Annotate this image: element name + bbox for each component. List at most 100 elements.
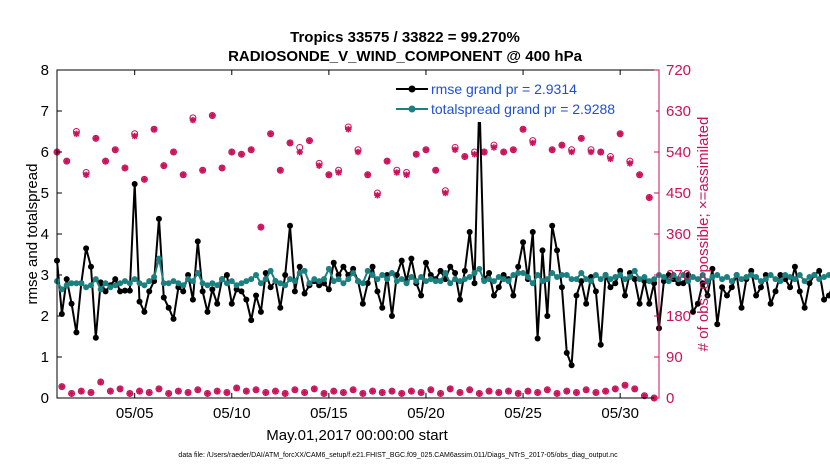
totalspread-point <box>355 278 361 285</box>
totalspread-point <box>73 280 80 287</box>
rmse-point <box>452 269 459 276</box>
rmse-point <box>262 269 269 276</box>
totalspread-point <box>641 274 648 281</box>
rmse-point <box>486 269 493 276</box>
totalspread-point <box>660 274 667 281</box>
legend-spread-marker <box>408 105 416 113</box>
obs-assimilated-marker <box>281 390 289 397</box>
rmse-point <box>335 272 342 278</box>
obs-assimilated-marker <box>146 389 153 396</box>
obs-assimilated-marker <box>621 382 629 389</box>
obs-assimilated-marker <box>286 139 294 147</box>
totalspread-point <box>607 276 614 283</box>
totalspread-point <box>155 255 162 262</box>
rmse-point <box>68 300 75 307</box>
obs-assimilated-marker <box>597 148 604 156</box>
obs-assimilated-marker <box>573 389 580 396</box>
totalspread-point <box>495 274 502 281</box>
obs-count-markers <box>53 109 658 402</box>
totalspread-point <box>612 274 619 281</box>
rmse-point <box>316 282 323 289</box>
rmse-point <box>180 288 187 295</box>
totalspread-point <box>97 286 104 293</box>
totalspread-point <box>345 276 352 283</box>
totalspread-point <box>801 278 808 285</box>
rmse-point <box>466 228 473 235</box>
obs-assimilated-marker <box>413 151 420 158</box>
obs-assimilated-marker <box>330 387 337 395</box>
x-tick-label: 05/05 <box>116 405 154 422</box>
rmse-point <box>223 272 230 278</box>
legend-box <box>392 78 656 122</box>
rmse-point <box>728 284 735 291</box>
totalspread-point <box>374 276 381 283</box>
rmse-point <box>301 290 308 297</box>
obs-assimilated-marker <box>194 386 201 393</box>
rmse-point <box>554 247 561 254</box>
obs-assimilated-marker <box>63 157 70 165</box>
totalspread-point <box>262 276 269 283</box>
totalspread-point <box>175 280 182 287</box>
rmse-point <box>738 304 745 311</box>
obs-assimilated-marker <box>267 130 274 137</box>
obs-assimilated-marker <box>510 146 517 153</box>
obs-assimilated-marker <box>131 132 138 140</box>
rmse-point <box>83 245 90 252</box>
totalspread-point <box>418 274 425 281</box>
totalspread-point <box>670 272 677 278</box>
rmse-point <box>456 296 463 303</box>
rmse-point <box>112 276 119 283</box>
obs-assimilated-marker <box>136 387 143 395</box>
obs-assimilated-marker <box>422 146 430 153</box>
obs-assimilated-marker <box>456 389 464 396</box>
rmse-point <box>282 272 289 278</box>
totalspread-point <box>588 278 595 285</box>
totalspread-point <box>563 272 570 278</box>
rmse-point <box>141 308 148 315</box>
obs-assimilated-marker <box>257 223 265 231</box>
totalspread-point <box>806 274 813 281</box>
rmse-point <box>73 329 80 336</box>
rmse-point <box>204 308 211 315</box>
totalspread-point <box>321 276 328 283</box>
rmse-point <box>636 300 643 307</box>
rmse-point <box>801 304 808 311</box>
totalspread-point <box>534 272 541 278</box>
rmse-point <box>393 272 400 278</box>
totalspread-point <box>131 276 138 283</box>
obs-assimilated-marker <box>403 171 410 178</box>
obs-assimilated-marker <box>243 387 250 395</box>
totalspread-point <box>466 274 473 281</box>
totalspread-point <box>112 282 119 289</box>
rmse-point <box>350 265 357 272</box>
totalspread-point <box>602 272 609 278</box>
obs-assimilated-marker <box>495 389 502 396</box>
obs-assimilated-marker <box>247 146 255 153</box>
obs-assimilated-marker <box>563 387 570 395</box>
rmse-point <box>757 284 764 291</box>
totalspread-point <box>63 282 70 289</box>
totalspread-point <box>796 272 803 278</box>
obs-assimilated-marker <box>291 386 299 393</box>
totalspread-point <box>452 276 459 283</box>
obs-assimilated-marker <box>252 386 260 393</box>
obs-assimilated-marker <box>393 169 401 176</box>
rmse-point <box>461 267 468 274</box>
obs-assimilated-marker <box>160 162 168 169</box>
rmse-point <box>151 278 158 285</box>
obs-assimilated-marker <box>262 389 269 396</box>
obs-assimilated-marker <box>592 389 600 396</box>
rmse-point <box>233 286 240 293</box>
obs-assimilated-marker <box>82 171 90 178</box>
rmse-point <box>155 215 162 222</box>
totalspread-point <box>757 278 764 285</box>
totalspread-point <box>762 276 769 283</box>
rmse-point <box>510 292 517 299</box>
totalspread-point <box>680 272 687 278</box>
rmse-point <box>102 288 109 295</box>
rmse-point <box>214 300 221 307</box>
totalspread-point <box>364 267 371 274</box>
rmse-point <box>612 280 619 287</box>
obs-assimilated-marker <box>388 387 396 395</box>
